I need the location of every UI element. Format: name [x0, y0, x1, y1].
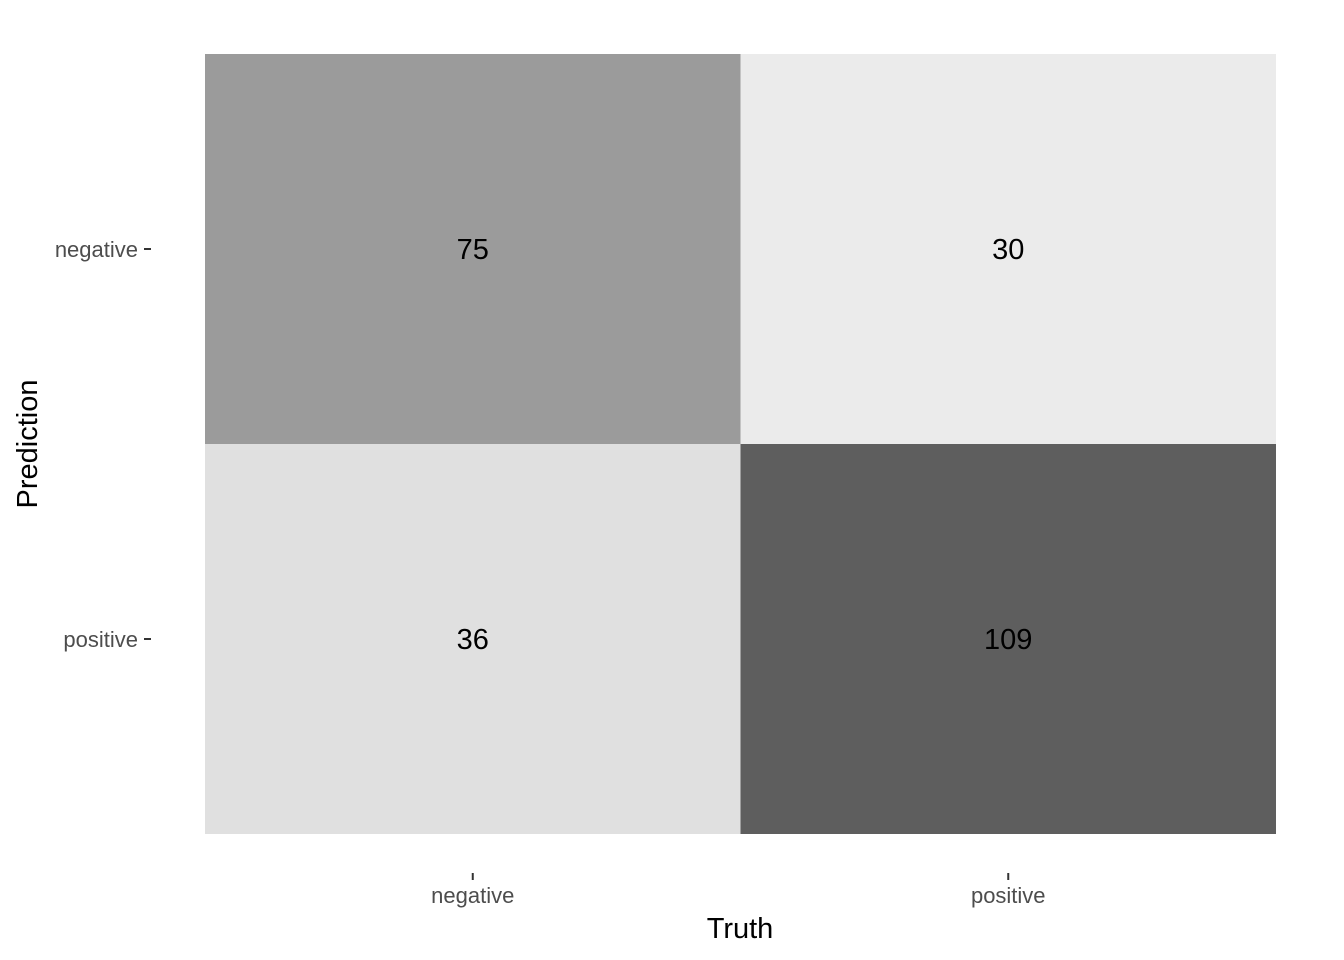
cell-value-positive-negative: 36 — [457, 624, 489, 656]
cell-value-negative-negative: 75 — [457, 234, 489, 266]
cell-value-negative-positive: 30 — [992, 234, 1024, 266]
x-tick-label-negative: negative — [431, 883, 514, 908]
cell-value-positive-positive: 109 — [984, 624, 1032, 656]
x-tick-label-positive: positive — [971, 883, 1046, 908]
x-axis-title: Truth — [707, 913, 774, 945]
y-tick-label-positive: positive — [63, 627, 138, 652]
y-tick-label-negative: negative — [55, 237, 138, 262]
y-axis: negative positive — [55, 237, 151, 652]
y-axis-title: Prediction — [12, 380, 44, 509]
x-axis: negative positive — [431, 873, 1045, 908]
heatmap-cells — [205, 54, 1276, 834]
